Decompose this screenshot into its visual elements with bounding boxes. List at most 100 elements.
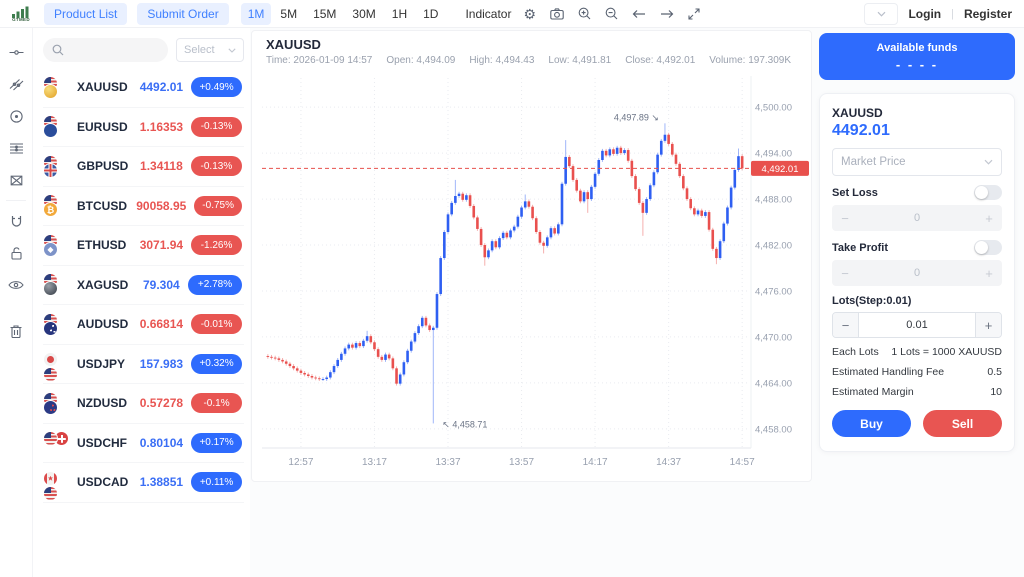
watchlist-price: 0.57278 — [139, 396, 184, 411]
svg-text:4,464.00: 4,464.00 — [755, 378, 792, 389]
chart-card: XAUUSD Time: 2026-01-09 14:57 Open: 4,494… — [251, 30, 812, 482]
watchlist-row-nzdusd[interactable]: NZDUSD 0.57278 -0.1% — [43, 384, 244, 424]
lots-minus-button[interactable]: − — [833, 313, 859, 337]
xagusd-flag-icon — [43, 273, 69, 297]
unlock-icon[interactable] — [6, 245, 26, 261]
channel-icon[interactable] — [6, 76, 26, 92]
usdcad-flag-icon — [43, 470, 69, 501]
handling-fee-label: Estimated Handling Fee — [832, 366, 945, 378]
each-lots-value: 1 Lots = 1000 XAUUSD — [891, 346, 1002, 358]
arrow-right-icon[interactable] — [658, 7, 676, 21]
svg-text:4,476.00: 4,476.00 — [755, 286, 792, 297]
svg-text:4,470.00: 4,470.00 — [755, 332, 792, 343]
watchlist-symbol: BTCUSD — [77, 198, 127, 213]
watchlist-price: 157.983 — [139, 356, 184, 371]
watchlist-change-badge: +0.17% — [191, 432, 242, 453]
chevron-down-icon — [228, 47, 236, 53]
svg-text:4,488.00: 4,488.00 — [755, 195, 792, 206]
take-profit-stepper: − 0 + — [832, 260, 1002, 286]
watchlist-row-btcusd[interactable]: BTCUSD 90058.95 -0.75% — [43, 187, 244, 226]
toolbar-divider — [6, 200, 26, 201]
watchlist-price: 0.80104 — [139, 435, 184, 450]
watchlist-row-usdchf[interactable]: USDCHF 0.80104 +0.17% — [43, 424, 244, 463]
take-profit-minus-button[interactable]: − — [841, 265, 849, 281]
trend-line-icon[interactable] — [6, 44, 26, 60]
svg-text:14:57: 14:57 — [730, 457, 755, 468]
watchlist-change-badge: +0.32% — [191, 353, 242, 374]
each-lots-label: Each Lots — [832, 346, 879, 358]
magnet-icon[interactable] — [6, 213, 26, 229]
trash-icon[interactable] — [6, 323, 26, 339]
watchlist-row-audusd[interactable]: AUDUSD 0.66814 -0.01% — [43, 305, 244, 345]
settings-icon[interactable]: ⚙ — [523, 5, 537, 22]
svg-text:13:17: 13:17 — [362, 457, 387, 468]
take-profit-plus-button[interactable]: + — [985, 265, 993, 281]
camera-icon[interactable] — [548, 6, 566, 22]
order-price: 4492.01 — [832, 122, 890, 139]
login-button[interactable]: Login — [908, 6, 942, 21]
order-symbol: XAUUSD — [832, 106, 883, 120]
chart-info-item: Time: 2026-01-09 14:57 — [266, 55, 373, 66]
timeframe-button-30m[interactable]: 30M — [345, 3, 382, 25]
svg-text:13:57: 13:57 — [509, 457, 534, 468]
svg-text:4,482.00: 4,482.00 — [755, 241, 792, 252]
watchlist-change-badge: -0.01% — [191, 314, 242, 335]
watchlist-row-gbpusd[interactable]: GBPUSD 1.34118 -0.13% — [43, 147, 244, 187]
watchlist-panel: Select XAUUSD 4492.01 +0.49% EURUSD 1.16353-… — [33, 28, 250, 577]
zoom-in-icon[interactable] — [576, 5, 593, 22]
svg-text:4,500.00: 4,500.00 — [755, 103, 792, 114]
watchlist-row-eurusd[interactable]: EURUSD 1.16353 -0.13% — [43, 108, 244, 147]
timeframe-button-15m[interactable]: 15M — [306, 3, 343, 25]
buy-button[interactable]: Buy — [832, 410, 911, 437]
watchlist-row-xagusd[interactable]: XAGUSD 79.304 +2.78% — [43, 266, 244, 305]
watchlist-change-badge: +0.49% — [191, 77, 242, 98]
fullscreen-icon[interactable] — [686, 6, 702, 22]
order-type-select[interactable]: Market Price — [832, 148, 1002, 176]
margin-value: 10 — [990, 386, 1002, 398]
logo-text: GTMED — [12, 16, 30, 22]
timeframe-button-1h[interactable]: 1H — [385, 3, 414, 25]
arrow-left-icon[interactable] — [630, 7, 648, 21]
product-list-button[interactable]: Product List — [44, 2, 128, 25]
submit-order-button[interactable]: Submit Order — [137, 2, 229, 25]
watchlist-change-badge: -0.1% — [191, 393, 242, 414]
timeframe-button-5m[interactable]: 5M — [273, 3, 304, 25]
language-dropdown[interactable] — [864, 2, 899, 25]
set-loss-toggle[interactable] — [974, 185, 1002, 200]
watchlist-row-xauusd[interactable]: XAUUSD 4492.01 +0.49% — [43, 68, 244, 108]
timeframe-button-1m[interactable]: 1M — [240, 2, 272, 25]
take-profit-toggle[interactable] — [974, 240, 1002, 255]
indicator-button[interactable]: Indicator — [465, 6, 512, 21]
watchlist-symbol: GBPUSD — [77, 159, 129, 174]
chevron-down-icon — [877, 11, 886, 17]
chart-info-item: Low: 4,491.81 — [548, 55, 612, 66]
chart-info-item: High: 4,494.43 — [469, 55, 535, 66]
search-input[interactable] — [43, 38, 168, 62]
margin-label: Estimated Margin — [832, 386, 914, 398]
candlestick-chart[interactable]: 4,500.00 4,494.00 4,488.00 4,482.00 4,476.00… — [252, 66, 811, 482]
drawing-toolbar — [0, 28, 33, 577]
shape-icon[interactable] — [6, 172, 26, 188]
available-funds-value: - - - - — [895, 56, 939, 72]
svg-text:12:57: 12:57 — [288, 457, 313, 468]
watchlist-row-usdjpy[interactable]: USDJPY 157.983 +0.32% — [43, 345, 244, 384]
register-button[interactable]: Register — [963, 6, 1012, 21]
zoom-out-icon[interactable] — [603, 5, 620, 22]
watchlist-change-badge: +2.78% — [188, 274, 242, 295]
lots-value-input[interactable]: 0.01 — [906, 319, 928, 331]
audusd-flag-icon — [43, 312, 69, 336]
watchlist-row-ethusd[interactable]: ETHUSD 3071.94 -1.26% — [43, 226, 244, 266]
watchlist-row-usdcad[interactable]: USDCAD 1.38851 +0.11% — [43, 463, 244, 503]
timeframe-button-1d[interactable]: 1D — [416, 3, 445, 25]
lots-plus-button[interactable]: + — [975, 313, 1001, 337]
circle-icon[interactable] — [6, 108, 26, 124]
gbpusd-flag-icon — [43, 154, 69, 178]
watchlist-symbol: USDCAD — [77, 475, 129, 490]
category-select[interactable]: Select — [176, 38, 244, 62]
set-loss-plus-button[interactable]: + — [985, 210, 993, 226]
eye-icon[interactable] — [6, 277, 26, 293]
fib-lines-icon[interactable] — [6, 140, 26, 156]
nzdusd-flag-icon — [43, 391, 69, 415]
set-loss-minus-button[interactable]: − — [841, 210, 849, 226]
sell-button[interactable]: Sell — [923, 410, 1002, 437]
